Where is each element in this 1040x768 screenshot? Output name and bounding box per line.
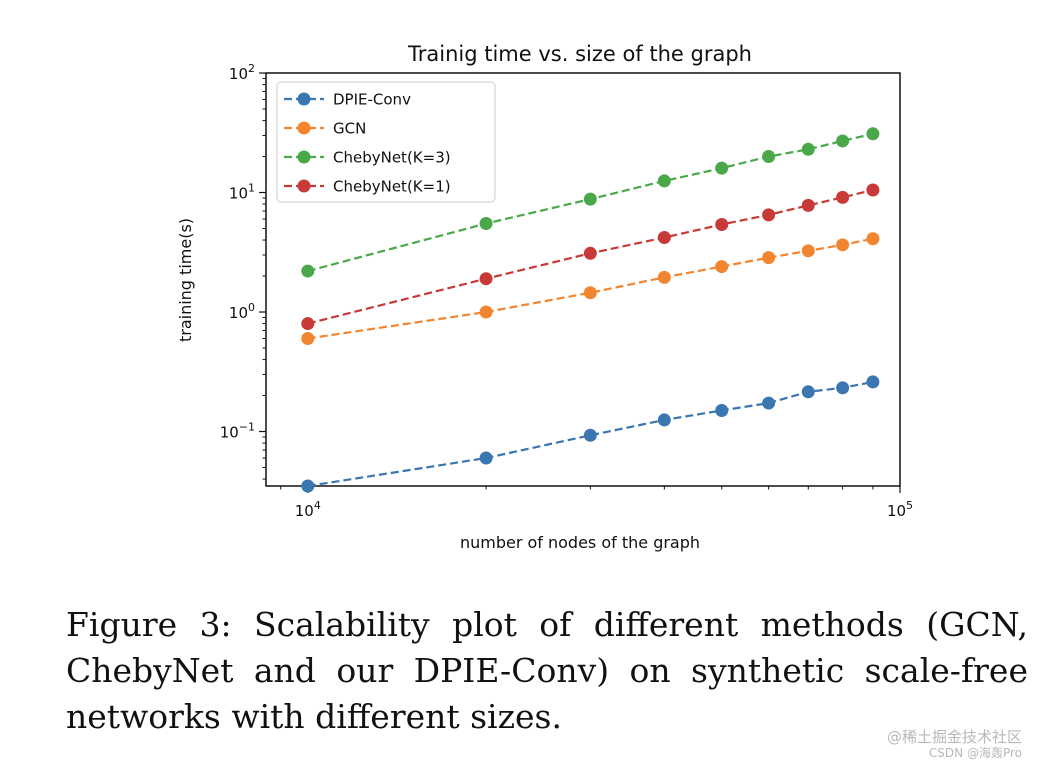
legend-marker xyxy=(297,179,311,193)
data-point-chebynet-k-1 xyxy=(657,231,671,245)
data-point-chebynet-k-3 xyxy=(583,192,597,206)
data-point-dpie-conv xyxy=(479,451,493,465)
data-point-dpie-conv xyxy=(801,385,815,399)
data-point-chebynet-k-3 xyxy=(479,217,493,231)
data-point-dpie-conv xyxy=(301,479,315,493)
data-point-chebynet-k-3 xyxy=(762,150,776,164)
data-point-chebynet-k-3 xyxy=(836,134,850,148)
data-point-chebynet-k-1 xyxy=(301,317,315,331)
legend-label: DPIE-Conv xyxy=(333,91,411,109)
legend-item-chebynet-k-3: ChebyNet(K=3) xyxy=(284,149,451,167)
watermark-juejin: @稀土掘金技术社区 xyxy=(886,728,1022,746)
data-point-chebynet-k-1 xyxy=(715,217,729,231)
figure-caption: Figure 3: Scalability plot of different … xyxy=(66,605,1028,736)
legend-marker xyxy=(297,121,311,135)
data-point-chebynet-k-3 xyxy=(866,127,880,141)
legend-item-gcn: GCN xyxy=(284,120,366,138)
plot-area-frame xyxy=(265,72,901,487)
data-point-gcn xyxy=(479,305,493,319)
x-tick-label: 104 xyxy=(295,499,321,520)
data-point-gcn xyxy=(762,251,776,265)
data-point-dpie-conv xyxy=(866,375,880,389)
data-point-chebynet-k-3 xyxy=(657,174,671,188)
series-layer xyxy=(301,127,880,493)
data-point-chebynet-k-1 xyxy=(762,208,776,222)
data-point-gcn xyxy=(715,260,729,274)
minor-ticks xyxy=(262,77,874,490)
data-point-gcn xyxy=(301,332,315,346)
legend-box xyxy=(276,81,496,203)
data-point-gcn xyxy=(836,238,850,252)
legend-item-chebynet-k-1: ChebyNet(K=1) xyxy=(284,178,451,196)
series-chebynet-k-3 xyxy=(301,127,880,278)
data-point-gcn xyxy=(657,270,671,284)
data-point-dpie-conv xyxy=(715,403,729,417)
x-axis-ticks: 104 105 xyxy=(295,486,913,520)
x-axis-label: number of nodes of the graph xyxy=(460,533,700,552)
chart-title: Trainig time vs. size of the graph xyxy=(407,42,752,66)
legend-label: ChebyNet(K=1) xyxy=(333,178,451,196)
scalability-chart: Trainig time vs. size of the graph 104 10… xyxy=(176,42,913,552)
data-point-dpie-conv xyxy=(762,396,776,410)
data-point-chebynet-k-3 xyxy=(715,161,729,175)
data-point-chebynet-k-1 xyxy=(479,272,493,286)
legend-marker xyxy=(297,92,311,106)
y-axis-ticks: 10−1 100 101 102 xyxy=(220,62,266,442)
data-point-gcn xyxy=(801,244,815,258)
data-point-chebynet-k-1 xyxy=(801,198,815,212)
data-point-gcn xyxy=(866,232,880,246)
legend-item-dpie-conv: DPIE-Conv xyxy=(284,91,411,109)
data-point-chebynet-k-1 xyxy=(836,190,850,204)
series-dpie-conv xyxy=(301,375,880,493)
y-tick-label: 100 xyxy=(229,301,255,322)
data-point-dpie-conv xyxy=(657,413,671,427)
x-tick-label: 105 xyxy=(887,499,913,520)
legend-marker xyxy=(297,150,311,164)
series-chebynet-k-1 xyxy=(301,183,880,331)
legend-label: ChebyNet(K=3) xyxy=(333,149,451,167)
data-point-dpie-conv xyxy=(583,428,597,442)
data-point-chebynet-k-1 xyxy=(583,246,597,260)
data-point-chebynet-k-3 xyxy=(801,142,815,156)
data-point-gcn xyxy=(583,286,597,300)
y-tick-label: 101 xyxy=(229,182,255,203)
data-point-dpie-conv xyxy=(836,381,850,395)
legend: DPIE-Conv GCN ChebyNet(K=3) ChebyNet(K=1) xyxy=(276,81,496,203)
y-tick-label: 102 xyxy=(229,62,255,83)
watermark-csdn: CSDN @海轰Pro xyxy=(928,746,1022,760)
y-axis-label: training time(s) xyxy=(176,218,195,342)
y-tick-label: 10−1 xyxy=(220,421,255,442)
legend-label: GCN xyxy=(333,120,366,138)
data-point-chebynet-k-1 xyxy=(866,183,880,197)
series-gcn xyxy=(301,232,880,346)
data-point-chebynet-k-3 xyxy=(301,264,315,278)
